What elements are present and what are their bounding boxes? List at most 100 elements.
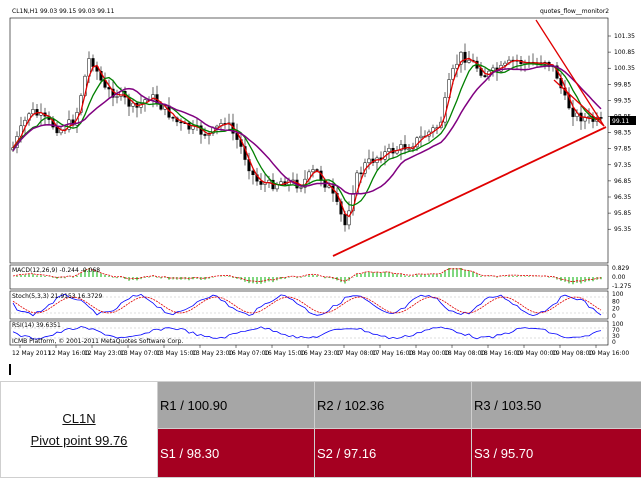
candle-body xyxy=(291,179,295,182)
time-tick-label: 17 May 16:00 xyxy=(372,350,413,357)
candle-body xyxy=(599,117,603,119)
candle-body xyxy=(463,51,467,63)
candle-body xyxy=(419,135,423,139)
price-tick-label: 98.35 xyxy=(614,130,631,137)
stochastic-label: Stoch(5,3,3) 21.9153 16.3729 xyxy=(12,293,103,300)
candle-body xyxy=(407,148,411,151)
time-tick-label: 12 May 2011 xyxy=(12,350,51,357)
time-tick-label: 18 May 16:00 xyxy=(480,350,521,357)
macd-label: MACD(12,26,9) -0.244 -0.068 xyxy=(12,267,100,274)
ma-slow-line xyxy=(12,65,602,195)
copyright-text: ICMB Platform, © 2001-2011 MetaQuotes So… xyxy=(12,338,183,345)
current-price-label: 99.11 xyxy=(612,118,629,125)
rsi-line xyxy=(12,326,602,340)
time-tick-label: 18 May 08:00 xyxy=(444,350,485,357)
candle-body xyxy=(187,122,191,130)
pivot-link[interactable]: Pivot point 99.76 xyxy=(30,432,128,448)
price-tick-label: 96.85 xyxy=(614,178,631,185)
time-tick-label: 16 May 23:00 xyxy=(300,350,341,357)
macd-histogram xyxy=(16,268,602,285)
price-tick-label: 100.35 xyxy=(614,65,635,72)
candle-body xyxy=(91,58,95,67)
candle-body xyxy=(259,180,263,185)
candle-body xyxy=(347,210,351,226)
stochastic-signal-line xyxy=(12,296,602,314)
candle-body xyxy=(31,109,35,115)
time-tick-label: 12 May 16:00 xyxy=(48,350,89,357)
ma-fast-line xyxy=(12,57,602,218)
price-tick-label: 96.35 xyxy=(614,194,631,201)
time-tick-label: 13 May 23:00 xyxy=(192,350,233,357)
r2-cell: R2 / 102.36 xyxy=(314,380,472,430)
sub-axis-tick: 100 xyxy=(612,291,624,298)
pivot-table: CL1N Pivot point 99.76 R1 / 100.90 R2 / … xyxy=(0,380,641,478)
time-tick-label: 12 May 23:00 xyxy=(84,350,125,357)
candle-body xyxy=(483,75,487,78)
chart-title: CL1N,H1 99.03 99.15 99.03 99.11 xyxy=(12,8,115,15)
s1-cell: S1 / 98.30 xyxy=(157,428,315,478)
price-tick-label: 99.85 xyxy=(614,81,631,88)
time-tick-label: 16 May 15:00 xyxy=(264,350,305,357)
sub-axis-tick: -1.275 xyxy=(612,283,632,290)
candle-body xyxy=(203,134,207,136)
candle-body xyxy=(299,187,303,189)
symbol-link[interactable]: CL1N xyxy=(62,410,96,426)
time-tick-label: 19 May 00:00 xyxy=(516,350,557,357)
candle-body xyxy=(503,62,507,66)
ma-mid-line xyxy=(12,63,602,207)
candle-body xyxy=(179,121,183,124)
candle-body xyxy=(451,68,455,80)
r3-cell: R3 / 103.50 xyxy=(471,380,641,430)
price-chart[interactable]: CL1N,H1 99.03 99.15 99.03 99.11 quotes_f… xyxy=(0,0,641,360)
candle-body xyxy=(343,213,347,226)
price-tick-label: 95.85 xyxy=(614,210,631,217)
time-tick-label: 17 May 08:00 xyxy=(336,350,377,357)
candle-body xyxy=(115,96,119,98)
sub-axis-tick: 30 xyxy=(612,333,620,340)
candle-body xyxy=(131,102,135,107)
support-trendline xyxy=(332,126,607,257)
time-tick-label: 18 May 00:00 xyxy=(408,350,449,357)
candle-body xyxy=(171,117,175,119)
candle-body xyxy=(467,59,471,63)
candle-body xyxy=(387,147,391,152)
candle-body xyxy=(111,88,115,98)
sub-axis-tick: 0 xyxy=(612,339,616,346)
rsi-pane xyxy=(9,320,609,346)
r1-cell: R1 / 100.90 xyxy=(157,380,315,430)
macd-axis: 0.829 0.00 -1.275 xyxy=(612,265,632,290)
price-tick-label: 99.35 xyxy=(614,97,631,104)
indicator-label: quotes_flow__monitor2 xyxy=(540,8,609,15)
price-tick-label: 101.35 xyxy=(614,33,635,40)
sub-axis-tick: 0.00 xyxy=(612,274,626,281)
stochastic-pane xyxy=(9,290,609,320)
stochastic-main-line xyxy=(12,293,602,317)
sub-axis-tick: 70 xyxy=(612,327,620,334)
sub-axis-tick: 0 xyxy=(612,313,616,320)
candle-body xyxy=(23,119,27,127)
s3-cell: S3 / 95.70 xyxy=(471,428,641,478)
rsi-label: RSI(14) 39.6351 xyxy=(12,322,61,329)
resistance-trendline-1 xyxy=(535,19,605,127)
sub-axis-tick: 100 xyxy=(612,321,624,328)
macd-signal-line xyxy=(12,268,602,283)
candle-body xyxy=(311,169,315,173)
price-tick-label: 95.35 xyxy=(614,226,631,233)
candle-body xyxy=(587,116,591,118)
candle-body xyxy=(403,144,407,150)
price-axis: 101.35100.85100.3599.8599.3598.8598.3597… xyxy=(608,33,635,233)
candle-body xyxy=(571,107,575,117)
sub-axis-tick: 20 xyxy=(612,306,620,313)
price-tick-label: 100.85 xyxy=(614,49,635,56)
time-tick-label: 13 May 07:00 xyxy=(120,350,161,357)
text-cursor xyxy=(9,364,11,375)
main-chart-pane xyxy=(9,17,609,264)
time-tick-label: 13 May 15:00 xyxy=(156,350,197,357)
time-tick-label: 16 May 07:00 xyxy=(228,350,269,357)
candle-body xyxy=(459,51,463,65)
time-tick-label: 19 May 08:00 xyxy=(552,350,593,357)
candle-body xyxy=(251,170,255,175)
